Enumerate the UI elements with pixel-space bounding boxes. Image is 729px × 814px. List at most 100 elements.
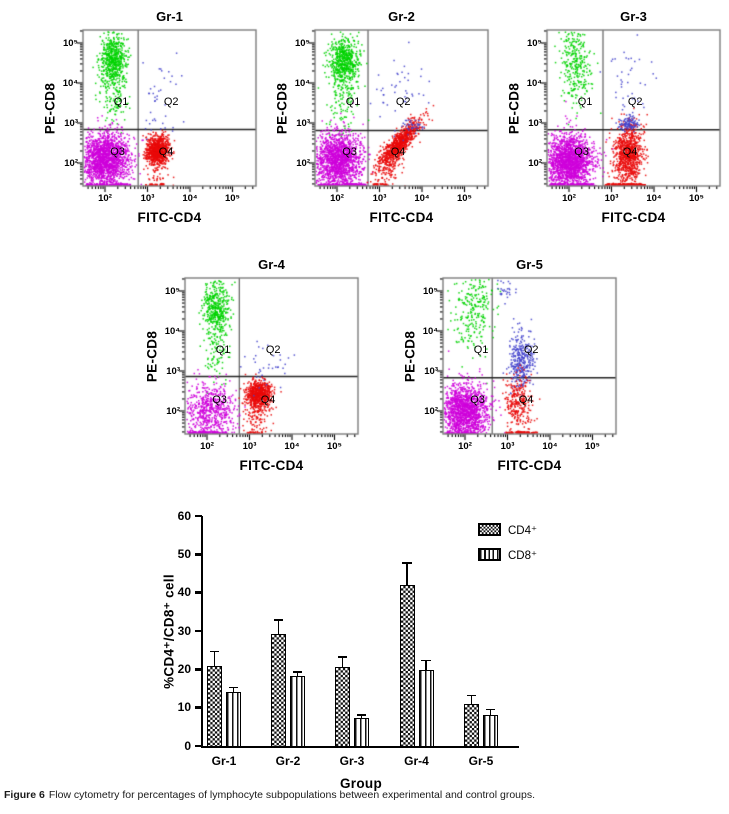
bar-cd4-gr-4 <box>399 585 415 748</box>
y-tick-label: 10⁴ <box>422 326 438 337</box>
bar-cd8-gr-2 <box>290 675 305 748</box>
x-category-label: Gr-4 <box>404 754 429 768</box>
bar-cd8-gr-4 <box>418 670 434 748</box>
y-tick-label: 10 <box>177 700 191 715</box>
panel-title: Gr-1 <box>156 9 183 24</box>
x-axis-label: FITC-CD4 <box>239 458 304 473</box>
error-bar-line-cd8-gr-3 <box>360 714 363 720</box>
y-tick-label: 10³ <box>296 118 310 129</box>
x-axis-label: FITC-CD4 <box>369 210 434 225</box>
quadrant-label-q2: Q2 <box>163 96 179 109</box>
quadrant-label-q4: Q4 <box>622 146 638 159</box>
figure-caption-text: Flow cytometry for percentages of lympho… <box>48 789 536 801</box>
figure-caption-label: Figure 6 <box>4 789 45 801</box>
x-tick-label: 10⁵ <box>688 193 705 204</box>
bar-cd4-gr-5 <box>464 703 479 748</box>
x-tick-label: 10³ <box>242 441 257 452</box>
y-tick-label: 10⁴ <box>294 78 310 89</box>
x-category-label: Gr-3 <box>339 754 365 768</box>
bar-cd8-gr-3 <box>354 718 369 748</box>
x-tick-label: 10² <box>330 193 344 204</box>
error-bar-line-cd8-gr-2 <box>296 672 299 678</box>
quadrant-label-q4: Q4 <box>260 394 276 407</box>
error-bar-line-cd8-gr-1 <box>232 687 235 694</box>
x-tick-label: 10³ <box>372 193 387 204</box>
quadrant-label-q3: Q3 <box>574 146 589 159</box>
x-tick-label: 10⁴ <box>284 441 300 452</box>
bar-cd8-gr-1 <box>226 691 241 748</box>
y-tick-mark <box>195 744 202 748</box>
y-tick-label: 20 <box>177 661 191 676</box>
panel-title: Gr-5 <box>516 257 543 272</box>
quadrant-label-q2: Q2 <box>265 344 281 357</box>
quadrant-label-q3: Q3 <box>110 146 125 159</box>
x-category-label: Gr-2 <box>275 754 301 768</box>
flow-cytometry-canvas <box>0 0 729 480</box>
error-bar-line-cd4-gr-2 <box>277 620 280 636</box>
quadrant-label-q4: Q4 <box>518 394 534 407</box>
y-tick-label: 0 <box>184 738 191 753</box>
y-tick-label: 10² <box>166 406 180 417</box>
error-bar-cap-cd8-gr-4 <box>421 659 431 662</box>
x-tick-label: 10² <box>562 193 576 204</box>
error-bar-cap-cd8-gr-5 <box>485 708 496 711</box>
x-tick-label: 10⁵ <box>326 441 343 452</box>
x-axis-label: FITC-CD4 <box>137 210 202 225</box>
x-tick-label: 10⁵ <box>224 193 241 204</box>
y-tick-label: 10⁵ <box>526 38 542 49</box>
y-tick-mark <box>195 514 202 518</box>
quadrant-label-q1: Q1 <box>113 96 129 109</box>
error-bar-line-cd8-gr-4 <box>425 660 427 673</box>
y-tick-label: 10⁴ <box>62 78 78 89</box>
y-tick-label: 10² <box>296 158 310 169</box>
legend-item-cd4: CD4⁺ <box>478 521 537 539</box>
panel-title: Gr-3 <box>620 9 647 24</box>
y-tick-label: 10³ <box>64 118 78 129</box>
bar-cd4-gr-3 <box>335 667 350 748</box>
quadrant-label-q2: Q2 <box>395 96 411 109</box>
bar-cd8-gr-5 <box>483 714 498 748</box>
legend-swatch-cd4 <box>478 523 501 537</box>
error-bar-cap-cd4-gr-4 <box>402 561 412 564</box>
quadrant-label-q1: Q1 <box>215 344 231 357</box>
quadrant-label-q4: Q4 <box>390 146 406 159</box>
bar-chart-x-axis-label: Group <box>340 776 382 791</box>
y-tick-mark <box>195 668 202 671</box>
y-tick-label: 10² <box>424 406 438 417</box>
error-bar-cap-cd8-gr-2 <box>292 671 303 673</box>
quadrant-label-q1: Q1 <box>577 96 593 109</box>
x-tick-label: 10² <box>200 441 214 452</box>
y-tick-label: 10³ <box>528 118 542 129</box>
legend-swatch-cd8 <box>478 548 501 562</box>
y-tick-label: 10⁵ <box>294 38 310 49</box>
legend: CD4⁺ CD8⁺ <box>478 521 537 564</box>
bar-cd4-gr-1 <box>207 666 222 748</box>
x-tick-label: 10² <box>458 441 472 452</box>
flow-panel-labels: Gr-1 FITC-CD4 PE-CD8 10² 10² 10³ 10³ 10⁴ 10⁴ 10⁵ 1… <box>43 9 705 473</box>
x-tick-label: 10³ <box>140 193 155 204</box>
x-tick-label: 10³ <box>604 193 619 204</box>
error-bar-cap-cd4-gr-3 <box>337 656 348 658</box>
error-bar-cap-cd4-gr-2 <box>273 619 284 622</box>
y-tick-label: 10³ <box>424 366 438 377</box>
error-bar-cap-cd4-gr-1 <box>209 650 220 653</box>
quadrant-label-q2: Q2 <box>627 96 643 109</box>
y-tick-mark <box>195 706 202 709</box>
y-tick-label: 10⁵ <box>164 286 180 297</box>
y-tick-label: 10⁴ <box>164 326 180 337</box>
x-tick-label: 10⁴ <box>182 193 198 204</box>
x-category-label: Gr-1 <box>211 754 237 768</box>
y-tick-label: 40 <box>177 585 191 600</box>
x-tick-label: 10⁴ <box>414 193 430 204</box>
legend-label-cd4: CD4⁺ <box>508 524 538 537</box>
y-tick-label: 10⁴ <box>526 78 542 89</box>
bar-chart-plot-area: 0 10 20 30 40 50 60 Gr-1 Gr-2 Gr-3 Gr-4 Gr-5 <box>150 505 590 805</box>
y-tick-label: 10³ <box>166 366 180 377</box>
error-bar-line-cd4-gr-3 <box>341 657 344 670</box>
y-tick-mark <box>195 591 202 594</box>
error-bar-cap-cd4-gr-5 <box>466 694 477 697</box>
bar-chart-y-axis-label: %CD4⁺/CD8⁺ cell <box>161 574 177 689</box>
error-bar-cap-cd8-gr-3 <box>356 714 367 716</box>
quadrant-label-q3: Q3 <box>470 394 485 407</box>
